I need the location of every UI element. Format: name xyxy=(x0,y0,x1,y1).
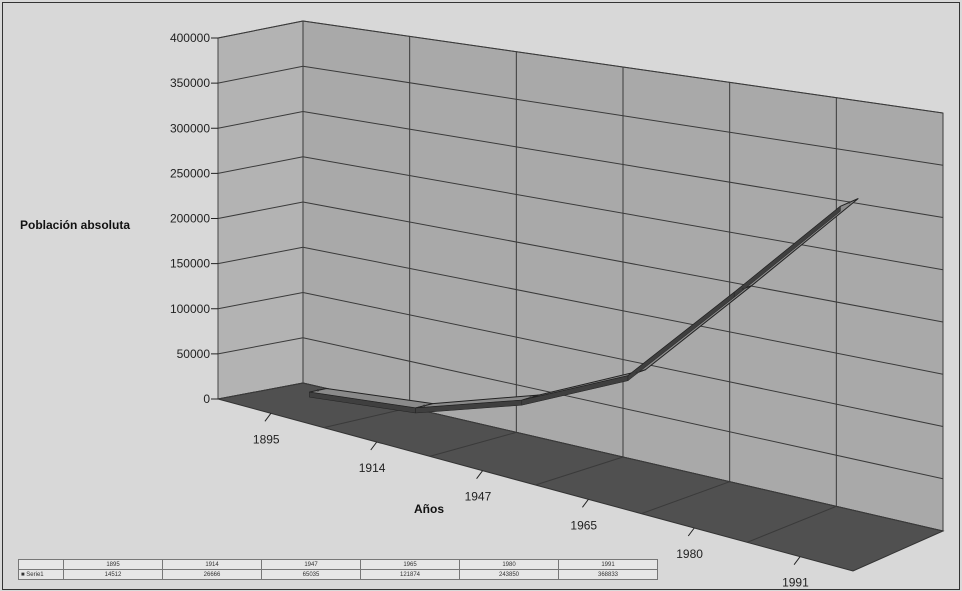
series-point xyxy=(848,201,851,204)
series-ribbon-side xyxy=(733,205,841,298)
gridline-left-wall xyxy=(217,156,304,174)
gridline-left-wall xyxy=(217,382,304,400)
data-table-header: 1895 xyxy=(63,559,163,570)
data-table-cell: 243850 xyxy=(459,569,559,580)
x-tick-mark xyxy=(476,470,483,479)
data-table: 1895 1914 1947 1965 1980 1991 ■ Serie1 1… xyxy=(18,559,658,580)
x-tick-label: 1965 xyxy=(570,518,597,532)
y-tick-label: 100000 xyxy=(170,302,210,316)
data-table-cell: 121874 xyxy=(360,569,460,580)
gridline-left-wall xyxy=(217,292,304,310)
gridline-left-wall xyxy=(217,337,304,355)
data-table-corner xyxy=(18,559,64,570)
y-tick-label: 400000 xyxy=(170,31,210,45)
data-table-header: 1980 xyxy=(459,559,559,570)
y-tick-label: 300000 xyxy=(170,121,210,135)
gridline-floor xyxy=(429,431,517,457)
x-tick-label: 1914 xyxy=(359,461,386,475)
x-tick-label: 1947 xyxy=(465,490,492,504)
series-point xyxy=(422,404,426,407)
gridline-left-wall xyxy=(217,246,304,265)
y-tick-label: 350000 xyxy=(170,76,210,90)
gridline-floor xyxy=(641,481,730,515)
x-tick-label: 1895 xyxy=(253,432,280,446)
gridline-left-wall xyxy=(217,65,304,84)
data-table-cell: 14512 xyxy=(63,569,163,580)
y-tick-label: 250000 xyxy=(170,166,210,180)
y-tick-label: 200000 xyxy=(170,212,210,226)
series-point xyxy=(529,396,532,399)
gridline-left-wall xyxy=(217,111,304,129)
gridline-floor xyxy=(323,407,410,429)
y-tick-label: 150000 xyxy=(170,257,210,271)
data-table-header: 1947 xyxy=(261,559,361,570)
x-tick-label: 1980 xyxy=(676,547,703,561)
series-point xyxy=(635,371,638,374)
data-table-cell: 368833 xyxy=(558,569,658,580)
x-tick-mark xyxy=(793,556,801,565)
series-point xyxy=(741,287,745,291)
y-tick-label: 0 xyxy=(203,392,210,406)
x-axis-label: Años xyxy=(414,502,444,516)
data-table-series-name: Serie1 xyxy=(26,571,44,578)
data-table-row-label: ■ Serie1 xyxy=(18,569,64,580)
gridline-floor xyxy=(535,456,624,486)
data-table-header: 1914 xyxy=(162,559,262,570)
axis-layer: 0 50000 100000 150000 200000 250000 300000 3500… xyxy=(170,31,809,589)
x-tick-mark xyxy=(582,499,589,508)
series-layer xyxy=(309,198,859,414)
gridline-floor xyxy=(746,505,837,543)
chart-svg: 0 50000 100000 150000 200000 250000 300000 3500… xyxy=(20,20,945,589)
y-tick-label: 50000 xyxy=(177,347,211,361)
grid-layer xyxy=(217,20,944,543)
y-axis-label: Población absoluta xyxy=(20,218,130,232)
data-table-header: 1991 xyxy=(558,559,658,570)
x-tick-mark xyxy=(370,441,378,451)
data-table-header-row: 1895 1914 1947 1965 1980 1991 xyxy=(18,559,658,570)
x-tick-mark xyxy=(687,527,695,537)
series-point xyxy=(316,389,320,392)
data-table-row: ■ Serie1 14512 26666 65035 121874 243850… xyxy=(18,569,658,580)
data-table-header: 1965 xyxy=(360,559,460,570)
x-tick-mark xyxy=(264,413,272,422)
gridline-left-wall xyxy=(217,20,304,39)
data-table-cell: 65035 xyxy=(261,569,361,580)
x-tick-label: 1991 xyxy=(782,576,809,589)
gridline-left-wall xyxy=(217,201,304,219)
data-table-cell: 26666 xyxy=(162,569,262,580)
